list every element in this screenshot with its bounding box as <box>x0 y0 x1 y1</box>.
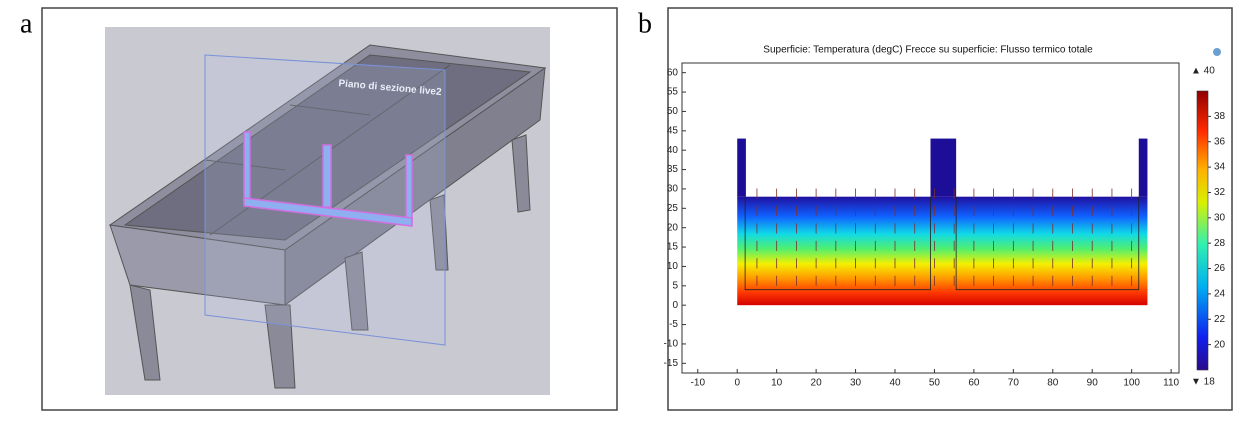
heat-post <box>1138 138 1148 197</box>
x-tick-label: 10 <box>771 378 783 389</box>
y-tick-label: 25 <box>667 203 679 214</box>
colorbar-tick-label: 30 <box>1214 212 1226 223</box>
x-tick-label: 0 <box>734 378 740 389</box>
y-tick-label: 60 <box>667 67 679 78</box>
panel-frame <box>667 7 1233 411</box>
panel-letter: a <box>20 8 33 39</box>
panel-letter: b <box>638 8 652 39</box>
heater-line <box>744 196 931 291</box>
x-tick-label: 90 <box>1087 378 1099 389</box>
logo <box>1213 48 1221 56</box>
colorbar-tick-label: 34 <box>1214 162 1226 173</box>
colorbar-min-label: ▼ 18 <box>1191 377 1215 388</box>
y-tick-label: 10 <box>667 261 679 272</box>
y-tick-label: -10 <box>664 339 679 350</box>
y-tick-label: 45 <box>667 125 679 136</box>
plot-title: Superficie: Temperatura (degC) Frecce su… <box>763 45 1093 56</box>
heat-post <box>930 138 957 197</box>
y-tick-label: 50 <box>667 106 679 117</box>
colorbar-tick-label: 38 <box>1214 111 1226 122</box>
y-tick-label: 55 <box>667 87 679 98</box>
x-tick-label: 80 <box>1047 378 1059 389</box>
heat-post <box>737 138 746 197</box>
x-tick-label: 110 <box>1163 378 1179 389</box>
x-tick-label: 100 <box>1123 378 1140 389</box>
heater-line <box>955 196 1140 291</box>
colorbar-tick-label: 28 <box>1214 238 1226 249</box>
colorbar-tick-label: 36 <box>1214 136 1226 147</box>
y-tick-label: 15 <box>667 242 679 253</box>
colorbar-max-label: ▲ 40 <box>1191 66 1215 77</box>
colorbar-tick-label: 24 <box>1214 289 1226 300</box>
colorbar-tick-label: 22 <box>1214 314 1226 325</box>
x-tick-label: -10 <box>691 378 706 389</box>
x-tick-label: 30 <box>850 378 862 389</box>
x-tick-label: 70 <box>1008 378 1020 389</box>
y-tick-label: 40 <box>667 145 679 156</box>
y-tick-label: -15 <box>664 358 679 369</box>
section-pipes <box>243 131 413 227</box>
colorbar-tick-label: 32 <box>1214 187 1226 198</box>
y-tick-label: 30 <box>667 184 679 195</box>
plot-frame <box>681 62 1180 374</box>
y-tick-label: 0 <box>672 300 678 311</box>
colorbar <box>1196 90 1209 371</box>
colorbar-tick-label: 20 <box>1214 339 1226 350</box>
colorbar-tick-label: 26 <box>1214 263 1226 274</box>
y-tick-label: 35 <box>667 164 679 175</box>
x-tick-label: 40 <box>889 378 901 389</box>
y-tick-label: 20 <box>667 222 679 233</box>
x-tick-label: 60 <box>968 378 980 389</box>
y-tick-label: 5 <box>672 280 678 291</box>
y-tick-label: -5 <box>669 319 678 330</box>
x-tick-label: 20 <box>811 378 823 389</box>
heat-body <box>737 196 1148 306</box>
x-tick-label: 50 <box>929 378 941 389</box>
panel-frame <box>41 7 618 411</box>
